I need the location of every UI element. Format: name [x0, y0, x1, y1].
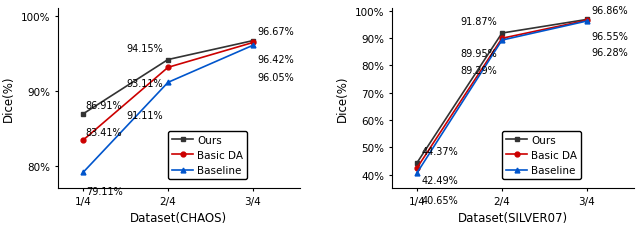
Ours [79, 113, 87, 116]
Text: 96.67%: 96.67% [257, 27, 294, 37]
Legend: Ours, Basic DA, Baseline: Ours, Basic DA, Baseline [502, 131, 581, 180]
Baseline [413, 172, 421, 174]
Text: 91.11%: 91.11% [126, 111, 163, 121]
Line: Basic DA: Basic DA [415, 19, 589, 170]
Baseline [498, 39, 506, 42]
Text: 42.49%: 42.49% [421, 175, 458, 185]
Baseline [79, 171, 87, 174]
Basic DA [498, 38, 506, 40]
Basic DA [164, 67, 172, 69]
Text: 96.42%: 96.42% [257, 54, 294, 64]
Line: Basic DA: Basic DA [81, 41, 255, 143]
Ours [164, 59, 172, 62]
Text: 93.11%: 93.11% [126, 79, 163, 89]
X-axis label: Dataset(SILVER07): Dataset(SILVER07) [458, 212, 568, 225]
Y-axis label: Dice(%): Dice(%) [336, 76, 349, 122]
Ours [413, 162, 421, 164]
Text: 96.55%: 96.55% [591, 32, 628, 42]
Text: 96.28%: 96.28% [591, 48, 628, 58]
Text: 96.05%: 96.05% [257, 72, 294, 82]
Text: 40.65%: 40.65% [421, 195, 458, 205]
Basic DA [583, 20, 591, 22]
Text: 44.37%: 44.37% [421, 146, 458, 156]
Text: 79.11%: 79.11% [86, 186, 123, 196]
Baseline [583, 20, 591, 23]
Text: 89.29%: 89.29% [460, 66, 497, 76]
Text: 96.86%: 96.86% [591, 6, 628, 16]
Text: 89.95%: 89.95% [460, 49, 497, 59]
Ours [498, 32, 506, 35]
Y-axis label: Dice(%): Dice(%) [2, 76, 15, 122]
Ours [583, 19, 591, 22]
Line: Ours: Ours [81, 39, 255, 117]
Text: 83.41%: 83.41% [86, 128, 122, 138]
Text: 91.87%: 91.87% [460, 17, 497, 27]
Baseline [164, 82, 172, 84]
Baseline [249, 45, 257, 47]
Line: Baseline: Baseline [415, 20, 589, 175]
Basic DA [413, 167, 421, 169]
Basic DA [249, 42, 257, 45]
Line: Ours: Ours [415, 18, 589, 165]
X-axis label: Dataset(CHAOS): Dataset(CHAOS) [130, 212, 227, 225]
Line: Baseline: Baseline [81, 44, 255, 175]
Basic DA [79, 139, 87, 142]
Text: 94.15%: 94.15% [126, 43, 163, 53]
Ours [249, 40, 257, 43]
Text: 86.91%: 86.91% [86, 100, 122, 110]
Legend: Ours, Basic DA, Baseline: Ours, Basic DA, Baseline [168, 131, 247, 180]
